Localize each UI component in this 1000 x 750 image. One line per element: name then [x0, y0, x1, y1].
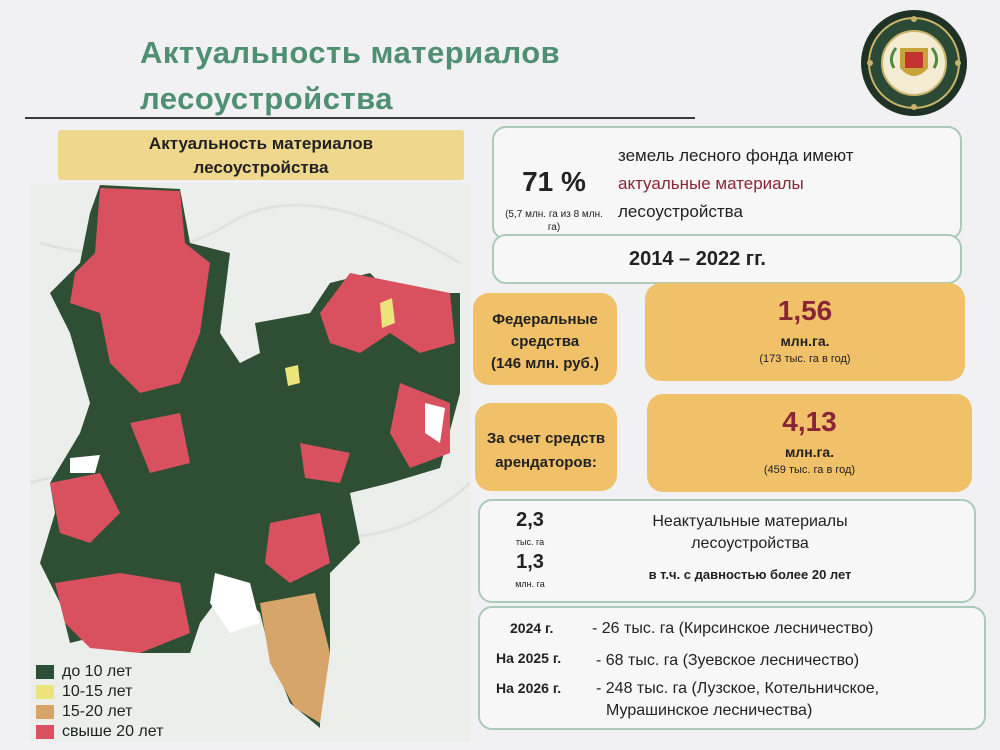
plan-year-2024: 2024 г.: [510, 620, 554, 636]
slide-title-line1: Актуальность материалов: [140, 35, 561, 70]
stat-actual-text: земель лесного фонда имеют актуальные ма…: [618, 142, 958, 226]
outdated-unit1: тыс. га: [515, 537, 545, 547]
plan-text-2024: - 26 тыс. га (Кирсинское лесничество): [592, 620, 874, 637]
plan-text-2025: - 68 тыс. га (Зуевское лесничество): [596, 652, 860, 669]
map-zone-15-20: [260, 593, 330, 723]
federal-note: (173 тыс. га в год): [759, 353, 851, 365]
stat-actual-line1: земель лесного фонда имеют: [618, 146, 854, 165]
legend-item: до 10 лет: [36, 662, 196, 682]
map-zone-unsurveyed-2: [425, 403, 445, 443]
map-zone-over20-southwest: [55, 573, 190, 653]
plan-text-2026-line2: Мурашинское лесничества): [606, 702, 813, 719]
map-zone-10-15: [380, 298, 395, 328]
region-map-graphic: [30, 183, 470, 741]
legend-item: 10-15 лет: [36, 682, 196, 702]
federal-label-line1: Федеральные: [492, 311, 598, 328]
outdated-line3: в т.ч. с давностью более 20 лет: [648, 567, 852, 582]
legend-swatch: [36, 725, 54, 739]
tenants-note: (459 тыс. га в год): [763, 464, 856, 476]
legend-swatch: [36, 665, 54, 679]
plan-year-2026: На 2026 г.: [496, 680, 562, 696]
stat-actual-percent: 71 %: [522, 166, 586, 197]
forestry-emblem-logo: [861, 10, 967, 116]
map-banner-line2: лесоустройства: [193, 158, 329, 177]
plan-text-2026: - 248 тыс. га (Лузское, Котельничское, М…: [596, 678, 879, 722]
tenants-label-box: За счет средств арендаторов:: [475, 403, 617, 491]
outdated-line2: лесоустройства: [691, 535, 809, 552]
plan-text-2026-line1: - 248 тыс. га (Лузское, Котельничское,: [596, 680, 880, 697]
map-banner: Актуальность материалов лесоустройства: [58, 130, 464, 180]
federal-value: 1,56: [777, 295, 833, 326]
legend-label: 15-20 лет: [62, 703, 133, 720]
map-zone-over20-south: [265, 513, 330, 583]
plan-box: 2024 г. - 26 тыс. га (Кирсинское лесниче…: [478, 606, 986, 730]
legend-label: до 10 лет: [62, 663, 132, 680]
legend-item: свыше 20 лет: [36, 722, 196, 742]
region-map: [30, 183, 470, 741]
federal-value-box: 1,56 млн.га. (173 тыс. га в год): [645, 283, 965, 381]
slide-title-line2: лесоустройства: [140, 81, 394, 116]
period-label: 2014 – 2022 гг.: [629, 248, 766, 270]
federal-unit: млн.га.: [780, 333, 830, 349]
legend-swatch: [36, 705, 54, 719]
map-zone-10-15-b: [285, 365, 300, 386]
legend-label: 10-15 лет: [62, 683, 133, 700]
stat-actual-line2: актуальные материалы: [618, 174, 804, 193]
plan-year-2025: На 2025 г.: [496, 650, 562, 666]
federal-label-line3: (146 млн. руб.): [491, 355, 599, 372]
title-divider: [25, 117, 695, 119]
legend-label: свыше 20 лет: [62, 723, 164, 740]
legend-item: 15-20 лет: [36, 702, 196, 722]
stat-actual-box: 71 % (5,7 млн. га из 8 млн. га) земель л…: [492, 126, 962, 240]
slide-title: Актуальность материалов лесоустройства: [140, 30, 700, 122]
map-zone-over20-west: [50, 473, 120, 543]
map-legend: до 10 лет 10-15 лет 15-20 лет свыше 20 л…: [36, 662, 196, 742]
legend-swatch: [36, 685, 54, 699]
map-zone-over20-east: [390, 383, 450, 468]
federal-label-box: Федеральные средства (146 млн. руб.): [473, 293, 617, 385]
stat-actual-line3: лесоустройства: [618, 202, 743, 221]
tenants-value: 4,13: [782, 406, 837, 437]
tenants-unit: млн.га.: [784, 444, 835, 460]
outdated-text: Неактуальные материалы лесоустройства: [590, 511, 910, 555]
outdated-value1: 2,3: [516, 509, 544, 531]
federal-label-line2: средства: [510, 333, 580, 350]
map-banner-line1: Актуальность материалов: [148, 134, 374, 153]
map-zone-unsurveyed-1: [210, 573, 260, 633]
map-zone-over20-northwest: [70, 188, 210, 393]
stat-actual-note: (5,7 млн. га из 8 млн. га): [505, 209, 603, 233]
outdated-unit2: млн. га: [515, 579, 545, 589]
tenants-value-box: 4,13 млн.га. (459 тыс. га в год): [647, 394, 972, 492]
map-zone-over20-central: [130, 413, 190, 473]
period-box: 2014 – 2022 гг.: [492, 234, 962, 284]
map-zone-over20-center-east: [300, 443, 350, 483]
tenants-label-line2: арендаторов:: [495, 454, 597, 471]
tenants-label-line1: За счет средств: [486, 430, 606, 447]
outdated-value2: 1,3: [516, 551, 544, 573]
outdated-box: 2,3 тыс. га 1,3 млн. га Неактуальные мат…: [478, 499, 976, 603]
map-zone-unsurveyed-3: [70, 455, 100, 473]
outdated-line1: Неактуальные материалы: [652, 513, 848, 530]
